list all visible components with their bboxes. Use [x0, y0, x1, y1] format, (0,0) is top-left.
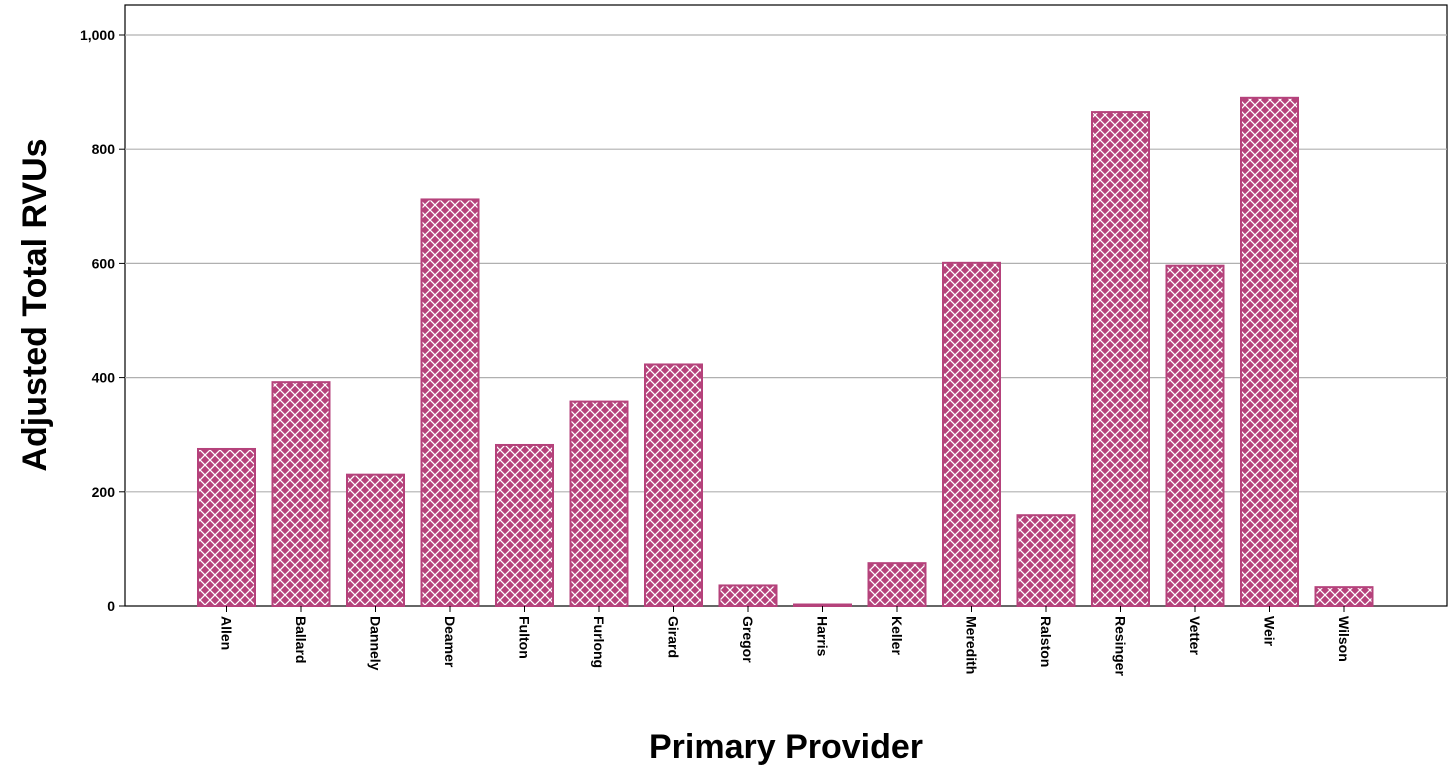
x-tick-label: Ballard	[293, 616, 309, 663]
bar	[197, 447, 256, 607]
bar	[718, 584, 778, 607]
plot-frame	[124, 4, 1448, 607]
x-tick-label: Girard	[666, 616, 682, 658]
bars	[197, 96, 1374, 608]
bar	[1091, 111, 1150, 608]
x-tick-label: Deamer	[442, 616, 458, 668]
bar	[569, 400, 629, 607]
bar	[644, 363, 703, 608]
y-tick-label: 200	[92, 484, 116, 500]
bar	[1016, 514, 1076, 607]
bar	[942, 261, 1001, 607]
x-axis-title: Primary Provider	[649, 728, 923, 765]
y-tick-label: 800	[92, 141, 116, 157]
x-tick-label: Gregor	[740, 616, 756, 663]
y-tick-label: 1,000	[80, 27, 115, 43]
y-axis-ticks: 0 200 400 600 800 1,000	[80, 27, 125, 614]
x-tick-label: Fulton	[517, 616, 533, 659]
y-tick-label: 400	[92, 370, 116, 386]
bar	[495, 443, 554, 607]
x-tick-label: Furlong	[591, 616, 607, 668]
x-tick-label: Keller	[889, 616, 905, 655]
x-tick-label: Wilson	[1336, 616, 1352, 662]
bar	[1165, 264, 1225, 607]
x-tick-label: Resinger	[1113, 616, 1129, 676]
bar	[420, 198, 480, 607]
gridlines	[125, 34, 1447, 493]
x-axis-ticks: Allen Ballard Dannely Deamer Fulton Furlong Gi…	[219, 606, 1352, 676]
x-tick-label: Harris	[815, 616, 831, 657]
x-tick-label: Weir	[1262, 616, 1278, 647]
bar	[1314, 586, 1374, 607]
x-tick-label: Meredith	[964, 616, 980, 674]
bar	[271, 381, 331, 607]
x-tick-label: Dannely	[368, 616, 384, 671]
bar	[346, 473, 405, 608]
bar	[867, 562, 927, 607]
y-axis-title: Adjusted Total RVUs	[16, 138, 54, 471]
x-tick-label: Vetter	[1187, 616, 1203, 655]
x-tick-label: Allen	[219, 616, 235, 650]
x-tick-label: Ralston	[1038, 616, 1054, 667]
bar	[793, 603, 852, 607]
y-tick-label: 0	[107, 598, 115, 614]
y-tick-label: 600	[92, 255, 116, 271]
bar	[1240, 96, 1299, 607]
